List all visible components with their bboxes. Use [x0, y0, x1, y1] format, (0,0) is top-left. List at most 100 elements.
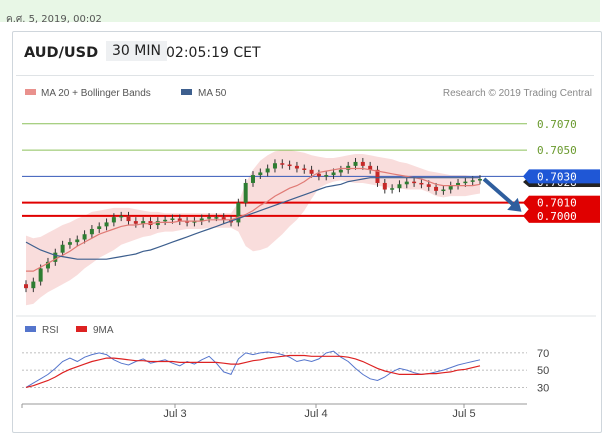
level-label-0.7000: 0.7000 [537, 210, 577, 223]
candle-body [397, 184, 402, 189]
candle-body [478, 179, 482, 181]
candle-body [309, 169, 314, 174]
candle-body [353, 161, 358, 166]
candle-body [272, 163, 277, 169]
candle-body [31, 281, 36, 289]
legend-9ma-label: 9MA [93, 325, 114, 336]
legend-ma50-label: MA 50 [198, 88, 227, 99]
legend-ma50-swatch [181, 89, 192, 95]
candle-body [185, 221, 190, 223]
candles [24, 157, 482, 293]
candle-body [53, 252, 58, 262]
candle-body [148, 221, 153, 226]
level-tag-0.7000 [529, 208, 600, 223]
candle-body [126, 215, 131, 222]
candle-body [390, 188, 395, 190]
price-levels [22, 123, 527, 217]
timeframe-badge[interactable]: 30 MIN [106, 41, 167, 61]
level-tag-pointer-0.7030 [523, 169, 529, 184]
candle-body [338, 169, 343, 173]
forecast-arrow [482, 177, 522, 212]
legend-rsi-label: RSI [42, 325, 59, 336]
forecast-arrow-head [507, 197, 522, 212]
rsi-tick-70: 70 [537, 348, 549, 360]
candle-body [192, 221, 197, 223]
candle-body [60, 244, 65, 253]
candle-body [221, 217, 226, 220]
x-tick-label: Jul 5 [452, 408, 475, 420]
level-tag-0.7010 [529, 195, 600, 210]
candle-body [214, 217, 219, 219]
candle-body [170, 218, 175, 220]
candle-body [265, 168, 270, 173]
legend-ma20-label: MA 20 + Bollinger Bands [41, 88, 151, 99]
candle-body [89, 228, 94, 235]
candle-body [104, 222, 109, 227]
candle-body [199, 218, 204, 222]
symbol-label: AUD/USD [24, 45, 99, 61]
candle-body [111, 217, 116, 223]
candle-body [294, 165, 299, 169]
candle-body [141, 221, 146, 224]
candle-body [207, 217, 212, 219]
candle-body [470, 180, 475, 182]
candle-body [243, 182, 248, 203]
candle-body [258, 172, 263, 176]
header-divider [16, 75, 594, 76]
candle-body [426, 184, 431, 187]
candle-body [155, 221, 160, 226]
level-label-0.7050: 0.7050 [537, 144, 577, 157]
level-label-0.7030: 0.7030 [537, 170, 577, 183]
candle-body [45, 261, 50, 269]
candle-body [251, 175, 255, 183]
credit-text: Research © 2019 Trading Central [443, 88, 592, 99]
candle-body [177, 218, 182, 222]
level-tag-0.7030 [529, 169, 600, 184]
candle-body [82, 234, 87, 240]
candle-body [346, 165, 351, 170]
chart-time: 02:05:19 CET [166, 45, 261, 61]
rsi-line [25, 350, 481, 388]
candle-body [434, 186, 439, 191]
candle-body [368, 165, 373, 170]
level-tag-pointer-0.7000 [523, 208, 529, 223]
candle-body [419, 182, 424, 185]
candle-body [163, 219, 168, 222]
candle-body [463, 181, 468, 184]
candle-body [24, 284, 28, 289]
x-tick-label: Jul 4 [304, 408, 327, 420]
candle-body [412, 181, 417, 184]
legend-9ma-swatch [76, 326, 87, 332]
ma50-line [25, 177, 480, 260]
candle-body [38, 268, 43, 282]
candle-body [67, 242, 72, 245]
candle-body [287, 164, 292, 167]
candle-body [324, 175, 329, 177]
rsi-tick-50: 50 [537, 365, 549, 377]
bollinger-band-area [26, 150, 480, 306]
forecast-arrow-shaft [482, 177, 519, 210]
candle-body [456, 182, 461, 186]
rsi-9ma-line [25, 354, 481, 388]
legend-ma20-swatch [25, 89, 36, 95]
candle-body [97, 226, 102, 229]
legend: MA 20 + Bollinger Bands MA 50 Research ©… [25, 88, 592, 99]
rsi-tick-30: 30 [537, 382, 549, 394]
level-label-0.7010: 0.7010 [537, 197, 577, 210]
timestamp-bar: ค.ศ. 5, 2019, 00:02 [0, 0, 600, 25]
level-label-0.7070: 0.7070 [537, 118, 577, 131]
candle-body [280, 163, 285, 165]
timestamp: ค.ศ. 5, 2019, 00:02 [6, 14, 102, 25]
moving-averages [25, 167, 481, 272]
candle-body [119, 215, 124, 218]
candle-body [404, 181, 409, 185]
level-tag-pointer-0.7010 [523, 195, 529, 210]
candle-body [448, 185, 453, 190]
rsi-panel: RSI 9MA 70 50 30 [16, 315, 596, 394]
candle-body [375, 169, 380, 183]
candle-body [316, 173, 321, 177]
candle-body [441, 189, 446, 192]
bollinger-bands [26, 150, 480, 306]
candle-body [236, 202, 241, 223]
